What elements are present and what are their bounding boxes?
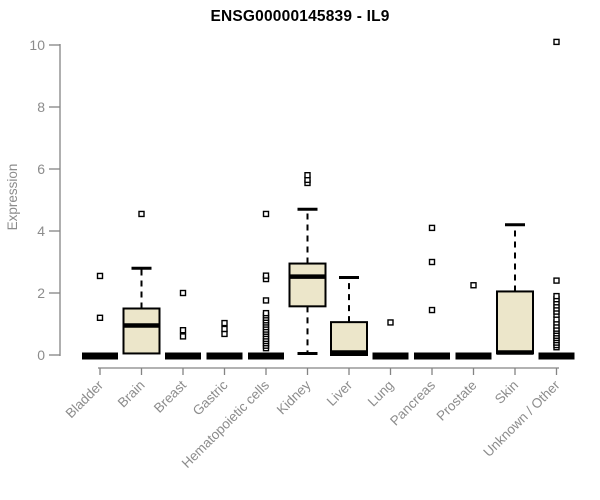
outlier-point xyxy=(304,171,311,179)
outlier-point xyxy=(221,325,228,333)
outlier-point xyxy=(387,319,394,326)
outlier-point xyxy=(428,306,436,314)
y-tick-label: 8 xyxy=(37,99,45,115)
x-tick-label: Lung xyxy=(365,378,397,410)
outlier-point xyxy=(262,210,270,218)
x-tick-label: Skin xyxy=(492,378,521,407)
boxplot-collapsed-box xyxy=(414,352,450,360)
boxplot-collapsed-box xyxy=(248,352,284,360)
boxplot-collapsed-box xyxy=(206,352,243,360)
outlier-point xyxy=(428,224,436,232)
x-tick-label: Bladder xyxy=(63,377,107,421)
outlier-point xyxy=(96,272,104,280)
x-tick-label: Liver xyxy=(324,377,356,409)
x-tick-label: Breast xyxy=(151,377,189,415)
outlier-point xyxy=(553,277,560,284)
outlier-point xyxy=(221,330,228,338)
x-tick-label: Unknown / Other xyxy=(480,377,563,460)
boxplot-box xyxy=(122,307,161,355)
x-tick-label: Pancreas xyxy=(387,377,438,428)
outlier-point xyxy=(138,210,145,218)
boxplot-box xyxy=(288,262,327,308)
outlier-point xyxy=(179,289,187,297)
y-tick-label: 4 xyxy=(37,223,45,239)
outlier-point xyxy=(96,314,104,321)
boxplot-box xyxy=(330,321,368,357)
outlier-point xyxy=(179,327,187,334)
chart-title: ENSG00000145839 - IL9 xyxy=(210,8,390,25)
outlier-point xyxy=(262,309,270,317)
boxplot-collapsed-box xyxy=(538,352,575,360)
outlier-point xyxy=(553,38,560,46)
outlier-point xyxy=(221,319,228,327)
outlier-point xyxy=(553,292,560,300)
boxplot-box xyxy=(496,290,534,355)
y-tick-label: 2 xyxy=(37,285,45,301)
x-tick-label: Prostate xyxy=(433,378,479,424)
boxplot-collapsed-box xyxy=(165,352,201,360)
outlier-point xyxy=(262,297,270,304)
boxplot-collapsed-box xyxy=(372,352,409,360)
boxplot-collapsed-box xyxy=(455,352,492,360)
x-tick-label: Gastric xyxy=(190,377,231,418)
y-tick-label: 6 xyxy=(37,161,45,177)
outlier-point xyxy=(470,282,477,289)
outlier-point xyxy=(179,333,187,340)
y-tick-label: 0 xyxy=(37,347,45,363)
y-tick-label: 10 xyxy=(29,37,45,53)
x-tick-label: Kidney xyxy=(274,377,314,417)
outlier-point xyxy=(262,272,270,279)
outlier-point xyxy=(428,258,436,266)
boxplot-collapsed-box xyxy=(82,352,118,360)
x-tick-label: Brain xyxy=(115,378,148,411)
